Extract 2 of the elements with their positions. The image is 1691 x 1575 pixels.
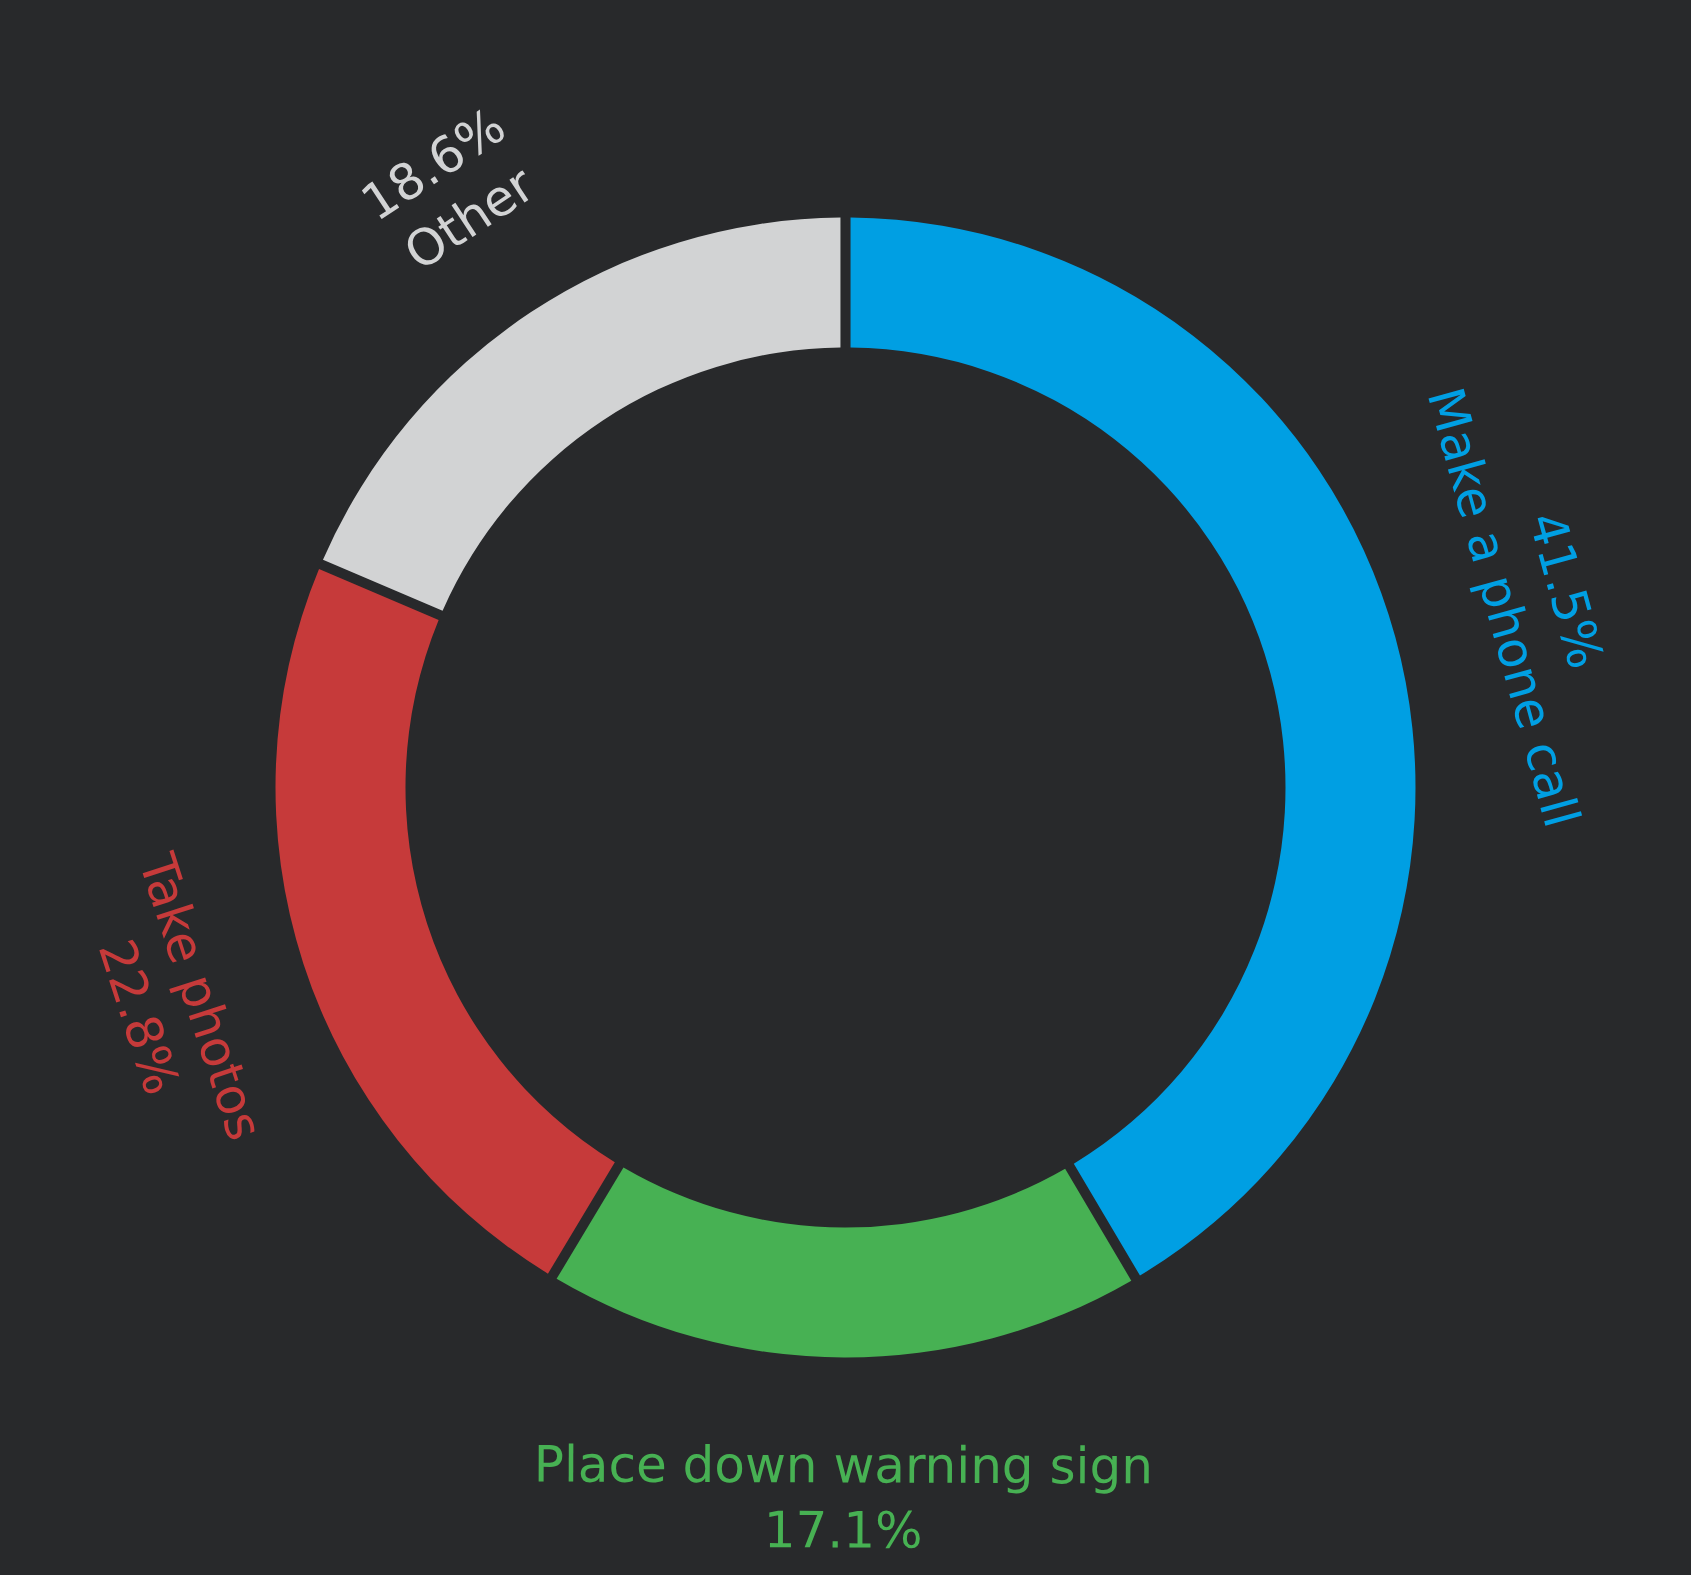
data-label: 17.1%: [763, 1501, 923, 1560]
slice-label: Place down warning sign: [533, 1435, 1154, 1496]
